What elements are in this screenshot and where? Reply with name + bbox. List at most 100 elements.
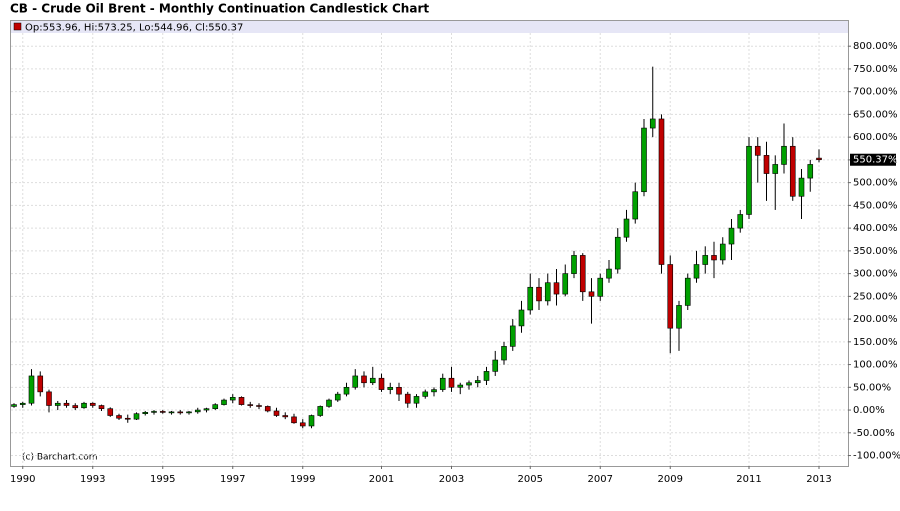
- candle-body: [378, 377, 385, 390]
- candle-body: [107, 408, 114, 416]
- candle-body: [422, 391, 429, 397]
- candle-body: [247, 404, 254, 406]
- candle-body: [317, 406, 324, 416]
- candle-body: [282, 415, 289, 418]
- candle-body: [361, 375, 367, 384]
- legend-swatch: [13, 22, 22, 31]
- candle-body: [501, 346, 507, 361]
- candle-body: [291, 416, 297, 424]
- y-tick-label: 150.00%: [853, 337, 898, 348]
- candle-body: [623, 218, 630, 238]
- y-tick-label: 350.00%: [853, 246, 898, 257]
- candle-body: [28, 375, 35, 404]
- candle-body: [658, 118, 665, 265]
- x-tick-label: 2007: [588, 474, 613, 485]
- candle-body: [221, 399, 227, 405]
- candle-body: [746, 145, 752, 215]
- last-value-box: [850, 153, 896, 166]
- candle-body: [562, 273, 569, 295]
- candle-body: [474, 380, 481, 384]
- candle-body: [772, 164, 779, 174]
- candle-body: [413, 396, 420, 404]
- candle-body: [754, 145, 761, 156]
- plot-area: [10, 20, 849, 467]
- candle-body: [369, 377, 376, 384]
- y-tick-label: 300.00%: [853, 269, 898, 280]
- candle-body: [264, 406, 271, 412]
- x-tick-label: 2009: [658, 474, 683, 485]
- candle-body: [614, 236, 621, 270]
- candle-body: [518, 309, 525, 327]
- candle-body: [124, 417, 131, 420]
- candle-body: [168, 411, 175, 414]
- y-tick-label: 50.00%: [853, 382, 891, 393]
- candle-body: [728, 227, 735, 245]
- candle-body: [571, 255, 577, 274]
- candle-body: [63, 402, 70, 406]
- candle-body: [448, 377, 455, 388]
- candle-body: [684, 277, 691, 306]
- candle-body: [798, 177, 805, 197]
- x-tick-label: 2005: [518, 474, 543, 485]
- candle-body: [641, 127, 647, 193]
- candle-body: [632, 191, 639, 220]
- y-tick-label: 200.00%: [853, 314, 898, 325]
- y-tick-label: 650.00%: [853, 109, 898, 120]
- legend-text: Op:553.96, Hi:573.25, Lo:544.96, Cl:550.…: [25, 23, 243, 34]
- candle-body: [816, 157, 822, 161]
- candle-body: [352, 375, 359, 388]
- y-tick-label: 0.00%: [853, 405, 885, 416]
- x-tick-label: 1999: [290, 474, 315, 485]
- candle-body: [588, 291, 595, 297]
- candle-body: [789, 145, 796, 197]
- y-tick-label: -100.00%: [853, 451, 900, 462]
- candle-body: [492, 359, 499, 372]
- candle-body: [326, 399, 332, 407]
- chart-title: CB - Crude Oil Brent - Monthly Continuat…: [10, 2, 429, 16]
- candle-body: [133, 413, 140, 420]
- candle-body: [536, 286, 542, 302]
- y-tick-label: 800.00%: [853, 41, 898, 52]
- candle-body: [667, 264, 674, 329]
- y-tick-label: 700.00%: [853, 87, 898, 98]
- candle-body: [19, 402, 26, 405]
- candle-body: [273, 410, 280, 416]
- candle-body: [439, 377, 446, 390]
- candle-body: [98, 405, 105, 409]
- y-tick-label: 100.00%: [853, 360, 898, 371]
- y-tick-label: 750.00%: [853, 64, 898, 75]
- x-tick-label: 2003: [439, 474, 464, 485]
- x-tick-label: 1993: [80, 474, 105, 485]
- candle-body: [238, 397, 245, 405]
- candle-body: [431, 389, 437, 393]
- candle-body: [212, 404, 219, 409]
- candle-body: [396, 387, 402, 395]
- x-tick-label: 1995: [150, 474, 175, 485]
- candle-body: [649, 118, 656, 129]
- candle-body: [763, 155, 770, 174]
- candle-body: [308, 415, 315, 427]
- candle-body: [343, 387, 350, 395]
- candle-body: [194, 409, 201, 413]
- copyright: (c) Barchart.com: [22, 453, 98, 463]
- candle-body: [46, 391, 52, 406]
- candle-body: [702, 255, 709, 265]
- y-tick-label: 250.00%: [853, 291, 898, 302]
- x-tick-label: 2011: [736, 474, 761, 485]
- candle-body: [509, 325, 516, 347]
- candle-body: [11, 404, 17, 407]
- x-tick-label: 2013: [806, 474, 831, 485]
- y-tick-label: 500.00%: [853, 178, 898, 189]
- candle-body: [597, 277, 604, 297]
- x-tick-label: 1997: [220, 474, 245, 485]
- candle-body: [781, 145, 787, 165]
- candle-body: [72, 405, 79, 409]
- candle-body: [807, 164, 814, 179]
- candle-body: [203, 408, 210, 411]
- y-tick-label: 400.00%: [853, 223, 898, 234]
- candle-body: [299, 422, 306, 427]
- candle-body: [466, 382, 472, 386]
- candle-body: [527, 286, 534, 311]
- candle-body: [142, 412, 149, 414]
